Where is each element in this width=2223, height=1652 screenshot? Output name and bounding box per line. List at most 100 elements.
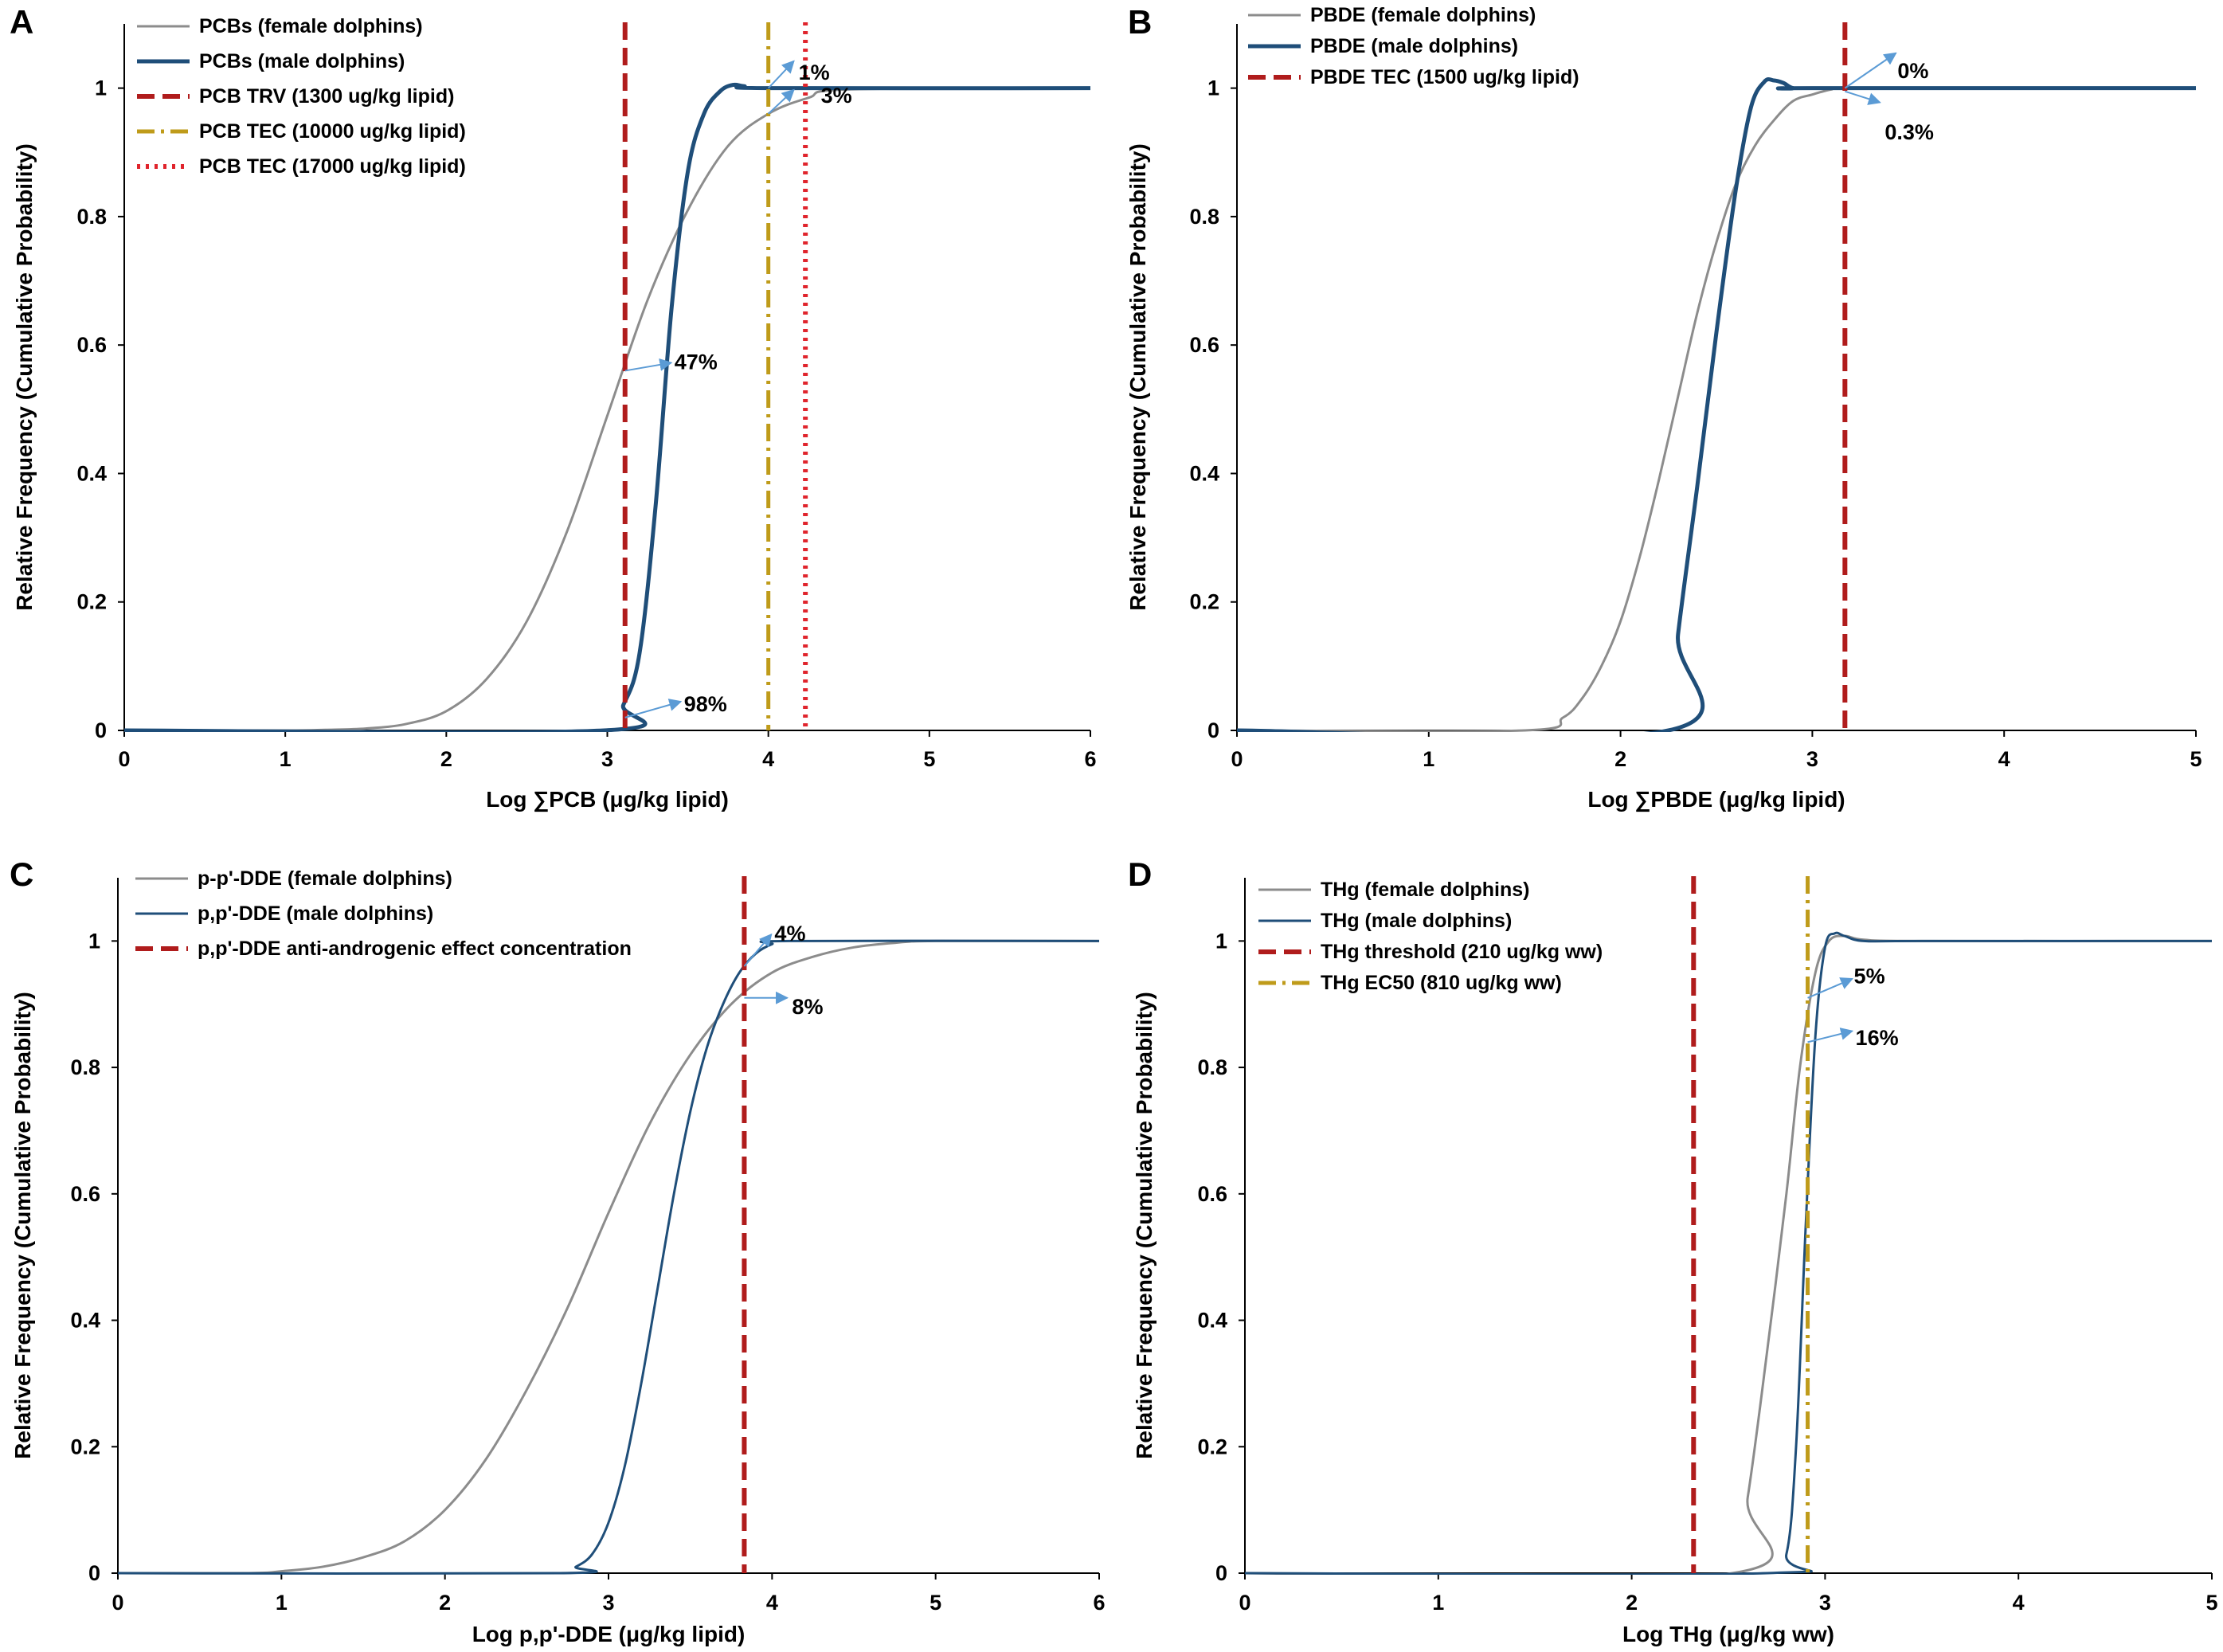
y-tick-label: 0.8	[1197, 1055, 1227, 1079]
annotation-label: 8%	[792, 995, 823, 1019]
x-tick-label: 3	[1819, 1591, 1831, 1615]
plot-area	[124, 82, 1091, 732]
y-tick-label: 0.6	[1189, 333, 1219, 357]
annotation-label: 98%	[684, 692, 727, 716]
y-tick-label: 1	[95, 76, 107, 100]
annotation-arrow	[1807, 977, 1854, 999]
legend: THg (female dolphins) THg (male dolphins)…	[1258, 879, 1603, 994]
annotation-label: 0%	[1897, 59, 1928, 83]
series-line-female	[1237, 87, 2197, 732]
x-axis-title: Log ∑PCB (μg/kg lipid)	[486, 787, 729, 812]
chart-panel-a: A 0 1 2 3 4 5 6 0 0.2 0.4 0.6 0.8 1 Log ∑PCB (μg/kg li…	[10, 3, 1097, 812]
legend-label: p,p'-DDE anti-androgenic effect concentr…	[198, 938, 632, 960]
y-tick-label: 1	[1215, 929, 1227, 953]
x-tick-label: 6	[1093, 1591, 1105, 1615]
legend: PCBs (female dolphins) PCBs (male dolphin…	[137, 15, 466, 178]
x-axis-title: Log p,p'-DDE (μg/kg lipid)	[472, 1622, 746, 1646]
x-tick-label: 1	[280, 747, 292, 771]
x-tick-label: 3	[1806, 747, 1818, 771]
annotation-arrow	[624, 699, 683, 718]
x-tick-label: 2	[440, 747, 452, 771]
series-line-female	[118, 939, 1100, 1575]
legend-label: PCBs (male dolphins)	[199, 50, 405, 72]
legend: PBDE (female dolphins) PBDE (male dolphin…	[1248, 4, 1579, 88]
annotation-arrow	[767, 88, 795, 115]
annotation-arrow	[743, 933, 773, 967]
y-tick-label: 0.4	[1189, 461, 1219, 485]
legend-label: PCBs (female dolphins)	[199, 15, 423, 37]
legend-label: THg EC50 (810 ug/kg ww)	[1321, 972, 1562, 994]
x-tick-label: 4	[1998, 747, 2010, 771]
annotation-label: 0.3%	[1884, 120, 1934, 144]
y-tick-label: 0.8	[1189, 205, 1219, 229]
x-tick-label: 5	[930, 1591, 941, 1615]
plot-area	[1237, 77, 2197, 732]
annotation-arrow	[1845, 90, 1881, 105]
y-tick-label: 0.2	[1197, 1435, 1227, 1458]
annotation-label: 3%	[821, 84, 852, 108]
panel-letter: D	[1128, 855, 1152, 893]
x-tick-label: 6	[1084, 747, 1096, 771]
y-tick-label: 0	[88, 1561, 100, 1585]
x-tick-label: 0	[118, 747, 130, 771]
y-tick-label: 0.6	[76, 333, 107, 357]
x-tick-label: 1	[276, 1591, 288, 1615]
y-tick-label: 0.6	[1197, 1182, 1227, 1206]
panel-letter: B	[1128, 3, 1152, 41]
panel-letter: C	[10, 855, 33, 893]
chart-panel-b: B 0 1 2 3 4 5 0 0.2 0.4 0.6 0.8 1 Log ∑PBDE (μg/kg li…	[1125, 3, 2202, 812]
y-tick-label: 0	[1215, 1561, 1227, 1585]
x-axis-title: Log ∑PBDE (μg/kg lipid)	[1587, 787, 1845, 812]
y-tick-label: 1	[1207, 76, 1219, 100]
series-line-male	[118, 939, 1100, 1575]
legend-label: PCB TRV (1300 ug/kg lipid)	[199, 85, 454, 108]
x-tick-label: 0	[112, 1591, 123, 1615]
y-tick-label: 0	[95, 718, 107, 742]
plot-area	[118, 939, 1100, 1575]
x-tick-label: 2	[439, 1591, 451, 1615]
legend-label: PBDE (female dolphins)	[1310, 4, 1536, 26]
x-tick-label: 4	[2013, 1591, 2025, 1615]
annotation-arrow	[767, 60, 795, 89]
y-tick-label: 0.4	[76, 461, 107, 485]
y-tick-label: 0.6	[70, 1182, 100, 1206]
series-line-female	[124, 87, 1091, 732]
y-tick-label: 0.2	[1189, 590, 1219, 614]
y-tick-label: 1	[88, 929, 100, 953]
x-tick-label: 2	[1614, 747, 1626, 771]
annotation-label: 47%	[675, 350, 718, 374]
series-line-male	[1245, 931, 2212, 1575]
y-tick-label: 0.8	[76, 205, 107, 229]
x-tick-label: 5	[923, 747, 935, 771]
x-tick-label: 3	[602, 1591, 614, 1615]
annotation-label: 4%	[774, 922, 805, 945]
legend-label: p,p'-DDE (male dolphins)	[198, 902, 433, 925]
y-axis-title: Relative Frequency (Cumulative Probabili…	[1125, 143, 1150, 611]
x-tick-label: 3	[601, 747, 613, 771]
x-axis-title: Log THg (μg/kg ww)	[1622, 1622, 1834, 1646]
x-tick-label: 0	[1231, 747, 1243, 771]
x-tick-label: 4	[762, 747, 774, 771]
x-tick-label: 5	[2205, 1591, 2217, 1615]
y-axis-title: Relative Frequency (Cumulative Probabili…	[12, 143, 37, 611]
y-axis-title: Relative Frequency (Cumulative Probabili…	[1132, 992, 1157, 1459]
annotation-label: 5%	[1854, 964, 1885, 988]
series-line-female	[1245, 934, 2213, 1575]
legend-label: THg (male dolphins)	[1321, 910, 1512, 932]
y-tick-label: 0.2	[76, 590, 107, 614]
legend: p-p'-DDE (female dolphins) p,p'-DDE (male…	[135, 867, 632, 960]
series-line-male	[1237, 77, 2196, 732]
annotation-arrow	[624, 358, 673, 372]
x-tick-label: 1	[1432, 1591, 1444, 1615]
legend-label: PCB TEC (17000 ug/kg lipid)	[199, 155, 466, 178]
y-tick-label: 0.4	[70, 1309, 100, 1333]
chart-panel-c: C 0 1 2 3 4 5 6 0 0.2 0.4 0.6 0.8 1 Log p,p'-DDE (μg/k…	[10, 855, 1106, 1646]
legend-label: p-p'-DDE (female dolphins)	[198, 867, 452, 890]
annotation-arrow	[1807, 1028, 1854, 1043]
y-axis-title: Relative Frequency (Cumulative Probabili…	[10, 992, 35, 1459]
legend-label: THg (female dolphins)	[1321, 879, 1530, 901]
x-tick-label: 2	[1626, 1591, 1638, 1615]
annotation-arrow	[1844, 52, 1897, 89]
y-tick-label: 0.8	[70, 1055, 100, 1079]
